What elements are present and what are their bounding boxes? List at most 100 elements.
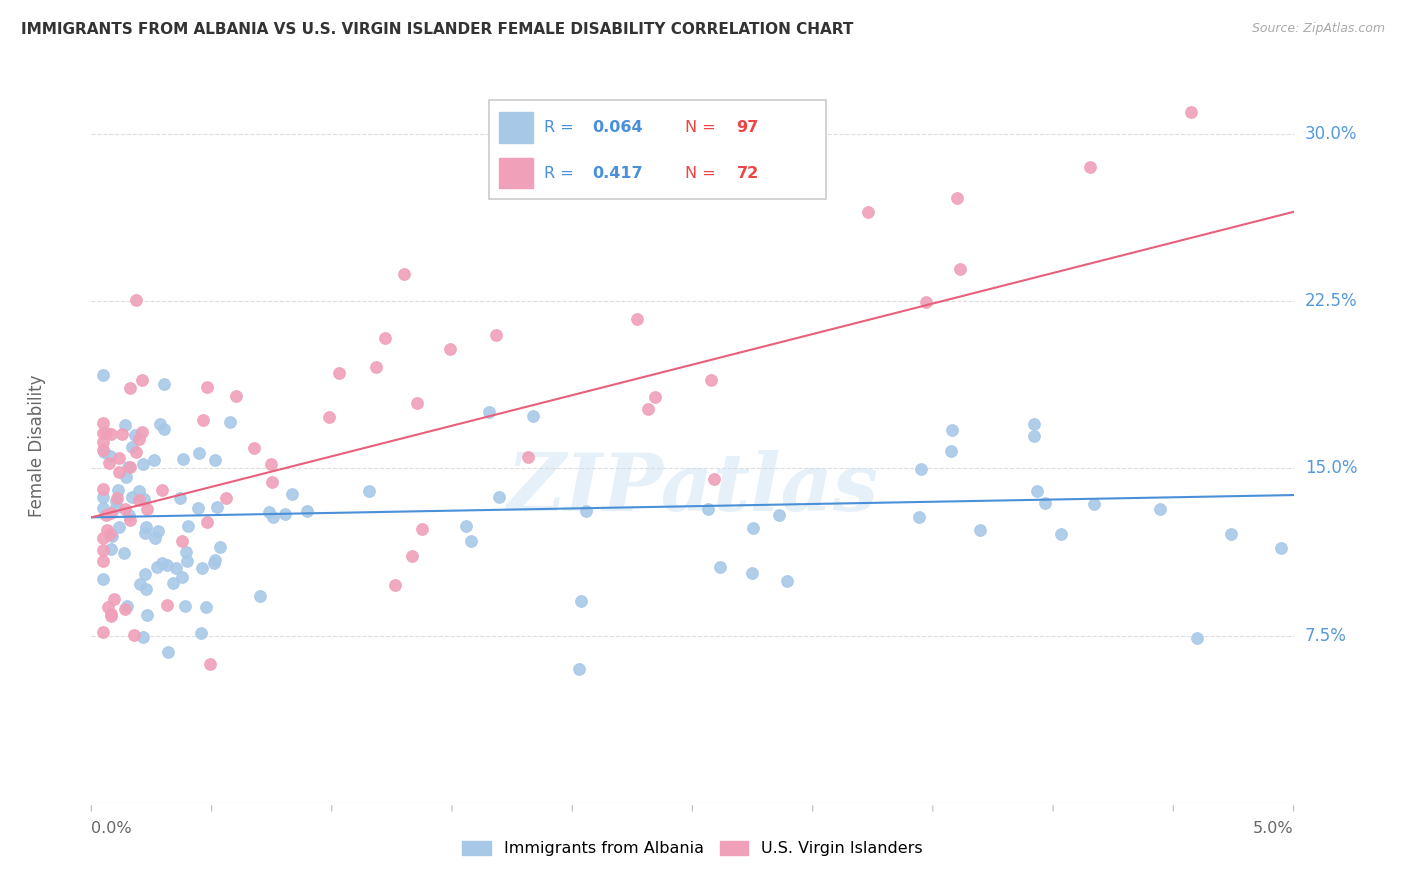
Point xyxy=(100,541,122,556)
Point xyxy=(93,435,115,450)
Point xyxy=(568,662,591,676)
Point xyxy=(1024,417,1046,431)
Text: 5.0%: 5.0% xyxy=(1253,821,1294,836)
Point xyxy=(263,510,285,524)
Point xyxy=(100,506,122,520)
Point xyxy=(1083,497,1105,511)
Text: 30.0%: 30.0% xyxy=(1305,125,1357,143)
Point xyxy=(177,519,200,533)
Point xyxy=(108,450,131,465)
Point xyxy=(1185,631,1208,645)
Text: Source: ZipAtlas.com: Source: ZipAtlas.com xyxy=(1251,22,1385,36)
Point xyxy=(172,534,194,549)
Point xyxy=(357,483,380,498)
Point xyxy=(280,487,302,501)
Point xyxy=(93,501,115,516)
Point xyxy=(150,556,173,570)
Point xyxy=(121,440,143,454)
Point xyxy=(114,417,136,432)
Point xyxy=(914,294,936,309)
Point xyxy=(93,444,115,458)
Point xyxy=(219,415,242,429)
FancyBboxPatch shape xyxy=(499,112,533,144)
Point xyxy=(172,570,194,584)
Point xyxy=(146,560,169,574)
Point xyxy=(209,540,232,554)
Point xyxy=(374,331,396,345)
Point xyxy=(100,609,122,624)
Point xyxy=(328,367,350,381)
Point xyxy=(128,432,150,446)
Point xyxy=(709,559,731,574)
Point xyxy=(202,557,225,571)
Point xyxy=(1149,502,1171,516)
Point xyxy=(115,469,138,483)
Point xyxy=(93,426,115,441)
Point xyxy=(128,483,150,498)
Text: 0.0%: 0.0% xyxy=(91,821,132,836)
Text: IMMIGRANTS FROM ALBANIA VS U.S. VIRGIN ISLANDER FEMALE DISABILITY CORRELATION CH: IMMIGRANTS FROM ALBANIA VS U.S. VIRGIN I… xyxy=(21,22,853,37)
Point xyxy=(249,589,271,603)
Point xyxy=(93,625,115,640)
Point xyxy=(128,493,150,508)
Point xyxy=(93,531,115,545)
Point xyxy=(1049,527,1071,541)
Text: 15.0%: 15.0% xyxy=(1305,459,1357,477)
Point xyxy=(136,502,159,516)
Point xyxy=(401,549,423,563)
Point xyxy=(105,500,128,514)
Point xyxy=(124,427,146,442)
Point xyxy=(485,327,508,342)
Point xyxy=(105,493,128,508)
Point xyxy=(118,508,141,523)
Point xyxy=(516,450,538,464)
Point xyxy=(156,558,179,573)
Point xyxy=(260,457,283,471)
Point xyxy=(1033,496,1056,510)
Text: N =: N = xyxy=(685,166,721,180)
Point xyxy=(439,343,461,357)
Point xyxy=(134,491,156,506)
Point xyxy=(93,542,115,557)
Point xyxy=(122,628,145,642)
Point xyxy=(364,359,387,374)
Point xyxy=(135,607,157,622)
Point xyxy=(946,191,969,205)
Point xyxy=(93,572,115,586)
Point xyxy=(1219,526,1241,541)
Point xyxy=(941,423,963,437)
Point xyxy=(700,373,723,387)
Point xyxy=(134,566,156,581)
Point xyxy=(108,519,131,533)
Point xyxy=(907,510,929,524)
Point xyxy=(257,505,280,519)
Point xyxy=(100,607,122,622)
Point xyxy=(153,376,176,391)
Point xyxy=(522,409,544,423)
Point xyxy=(637,401,659,416)
Point xyxy=(856,204,879,219)
FancyBboxPatch shape xyxy=(488,100,827,199)
Point xyxy=(703,471,725,485)
Point xyxy=(153,422,176,436)
Point xyxy=(107,483,129,497)
Point xyxy=(114,502,136,516)
Point xyxy=(478,405,501,419)
Point xyxy=(910,462,932,476)
Point xyxy=(274,507,297,521)
Point xyxy=(96,426,118,441)
Point xyxy=(768,508,790,523)
Point xyxy=(129,576,152,591)
Point xyxy=(101,529,124,543)
Point xyxy=(176,554,198,568)
Point xyxy=(454,518,477,533)
Point xyxy=(575,504,598,518)
Point xyxy=(225,389,247,403)
Point xyxy=(135,519,157,533)
Point xyxy=(118,460,141,475)
Point xyxy=(120,513,142,527)
Point xyxy=(132,631,155,645)
Point xyxy=(93,482,115,496)
Point xyxy=(157,645,180,659)
Text: 97: 97 xyxy=(737,120,759,136)
